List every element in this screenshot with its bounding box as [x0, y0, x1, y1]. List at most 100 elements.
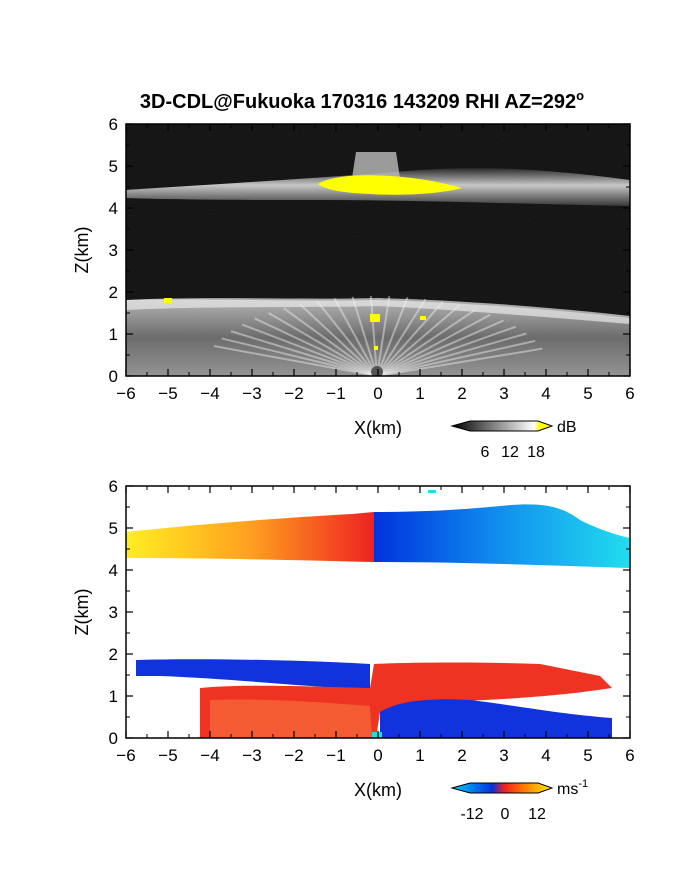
upper-layer-receding: [126, 512, 374, 562]
x-tick-label: −2: [284, 746, 303, 765]
x-tick-label: −6: [116, 384, 135, 403]
x-tick-label: −6: [116, 746, 135, 765]
x-tick-label: 0: [373, 384, 382, 403]
ray-streak: [241, 323, 378, 376]
x-tick-label: 2: [457, 384, 466, 403]
ray-streak: [316, 300, 378, 376]
lower-layer-approaching-right: [380, 699, 612, 738]
y-tick-label: 0: [109, 729, 118, 748]
ray-streak: [376, 296, 391, 376]
lower-cloud-layer: [126, 299, 630, 376]
x-tick-label: −1: [326, 746, 345, 765]
y-tick-label: 4: [109, 199, 118, 218]
ray-streak: [254, 317, 378, 376]
x-tick-label: 2: [457, 746, 466, 765]
ray-streak: [376, 313, 491, 376]
lower-layer-top-approaching: [136, 659, 370, 690]
yellow-speck: [420, 316, 426, 320]
ray-streak: [283, 307, 378, 376]
x-axis-label: X(km): [354, 780, 402, 800]
y-tick-label: 5: [109, 157, 118, 176]
x-tick-label: 4: [541, 384, 550, 403]
x-tick-label: −5: [158, 384, 177, 403]
y-axis-label: Z(km): [72, 589, 92, 636]
x-tick-label: −4: [200, 746, 219, 765]
chart-title: 3D-CDL@Fukuoka 170316 143209 RHI AZ=292o: [140, 88, 584, 113]
y-tick-label: 2: [109, 283, 118, 302]
x-tick-label: 1: [415, 384, 424, 403]
x-tick-label: −2: [284, 384, 303, 403]
reflectivity-panel: [126, 124, 630, 376]
ray-streak: [376, 296, 409, 376]
ray-streak: [333, 297, 378, 376]
ray-streak: [376, 332, 527, 376]
y-tick-label: 1: [109, 687, 118, 706]
lower-layer-receding-inner: [210, 699, 372, 738]
near-radar-pixel: [372, 732, 382, 738]
upper-layer-bright-column: [352, 152, 400, 178]
radar-site-blank: [371, 366, 383, 376]
velocity-colorbar-tick: 12: [528, 806, 546, 823]
ray-streak: [351, 296, 378, 376]
velocity-colorbar: ms-1 -12 0 12: [450, 778, 588, 823]
ray-streak: [376, 319, 505, 376]
yellow-speck: [370, 314, 380, 322]
ray-streak: [213, 345, 378, 376]
yellow-speck: [164, 298, 172, 303]
ray-streak: [376, 301, 444, 376]
ray-streak: [376, 308, 476, 376]
upper-layer-approaching: [374, 504, 630, 568]
reflectivity-colorbar-bar: [450, 420, 554, 432]
x-tick-label: 5: [583, 746, 592, 765]
ray-streak: [221, 337, 378, 376]
x-tick-label: 3: [499, 746, 508, 765]
y-tick-label: 2: [109, 645, 118, 664]
y-tick-label: 3: [109, 603, 118, 622]
x-tick-label: 6: [625, 746, 634, 765]
ray-streak: [376, 298, 427, 376]
ray-streak: [230, 330, 378, 376]
x-tick-label: −4: [200, 384, 219, 403]
lower-layer-top: [126, 298, 630, 324]
velocity-colorbar-tick: -12: [460, 806, 483, 823]
y-tick-label: 5: [109, 519, 118, 538]
x-tick-label: −3: [242, 746, 261, 765]
yellow-speck: [374, 346, 378, 350]
ray-streak: [376, 304, 461, 376]
y-tick-label: 6: [109, 477, 118, 496]
y-axis-label: Z(km): [72, 227, 92, 274]
ray-streak: [376, 325, 517, 376]
x-axis-label: X(km): [354, 418, 402, 438]
ray-streak: [369, 295, 378, 376]
ray-streak: [268, 312, 378, 376]
x-tick-label: 4: [541, 746, 550, 765]
x-tick-label: −1: [326, 384, 345, 403]
x-tick-label: 1: [415, 746, 424, 765]
x-tick-label: −5: [158, 746, 177, 765]
radar-ray-streaks: [213, 295, 543, 376]
x-tick-label: 3: [499, 384, 508, 403]
reflectivity-colorbar: dB 6 12 18: [450, 419, 577, 461]
upper-layer-yellow-core: [318, 175, 462, 195]
y-tick-label: 3: [109, 241, 118, 260]
reflectivity-axes: −6 −5 −4 −3 −2 −1 0 1 2 3 4 5 6 0 1 2 3 4 5 6 X(km) Z(km): [72, 115, 635, 438]
x-tick-label: 6: [625, 384, 634, 403]
reflectivity-colorbar-tick: 12: [501, 444, 519, 461]
velocity-speck: [428, 490, 436, 493]
x-tick-label: −3: [242, 384, 261, 403]
y-tick-label: 4: [109, 561, 118, 580]
ray-streak: [376, 339, 536, 376]
velocity-axes: −6 −5 −4 −3 −2 −1 0 1 2 3 4 5 6 0 1 2 3 4 5 6 X(km) Z(km): [72, 477, 635, 800]
velocity-colorbar-tick: 0: [501, 806, 510, 823]
ray-streak: [299, 303, 378, 376]
reflectivity-colorbar-unit: dB: [557, 419, 577, 436]
x-tick-label: 0: [373, 746, 382, 765]
velocity-colorbar-unit: ms-1: [557, 778, 588, 798]
velocity-colorbar-bar: [450, 782, 554, 794]
reflectivity-colorbar-tick: 18: [527, 444, 545, 461]
y-tick-label: 0: [109, 367, 118, 386]
x-tick-label: 5: [583, 384, 592, 403]
y-tick-label: 6: [109, 115, 118, 134]
ray-streak: [376, 347, 543, 376]
